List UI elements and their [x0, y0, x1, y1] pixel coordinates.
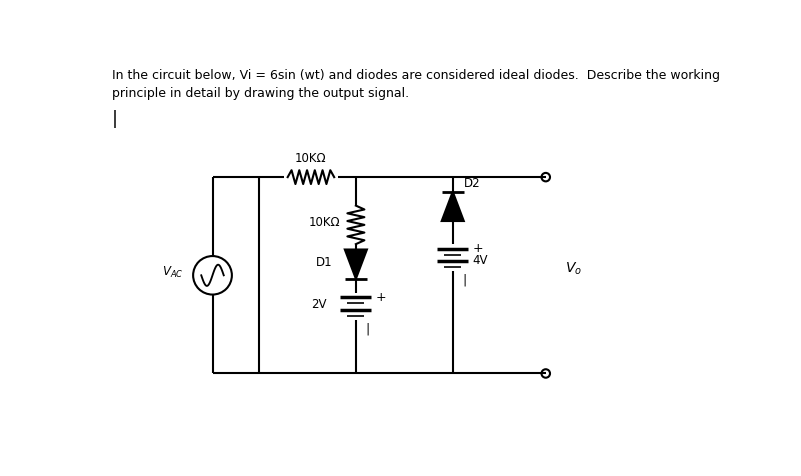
- Text: +: +: [472, 242, 483, 255]
- Text: +: +: [375, 290, 386, 303]
- Text: In the circuit below, Vi = 6sin (wt) and diodes are considered ideal diodes.  De: In the circuit below, Vi = 6sin (wt) and…: [112, 69, 720, 81]
- Text: $V_{AC}$: $V_{AC}$: [162, 264, 183, 279]
- Text: 2V: 2V: [311, 298, 327, 310]
- Text: 4V: 4V: [472, 254, 488, 267]
- Text: $V_o$: $V_o$: [566, 260, 582, 276]
- Text: 10KΩ: 10KΩ: [295, 152, 327, 165]
- Text: D2: D2: [464, 177, 481, 190]
- Text: 10KΩ: 10KΩ: [308, 215, 340, 228]
- Polygon shape: [441, 192, 464, 221]
- Text: D1: D1: [316, 256, 332, 269]
- Text: |: |: [112, 110, 118, 128]
- Text: principle in detail by drawing the output signal.: principle in detail by drawing the outpu…: [112, 87, 409, 100]
- Text: |: |: [365, 321, 369, 335]
- Text: |: |: [462, 273, 466, 286]
- Polygon shape: [345, 250, 367, 279]
